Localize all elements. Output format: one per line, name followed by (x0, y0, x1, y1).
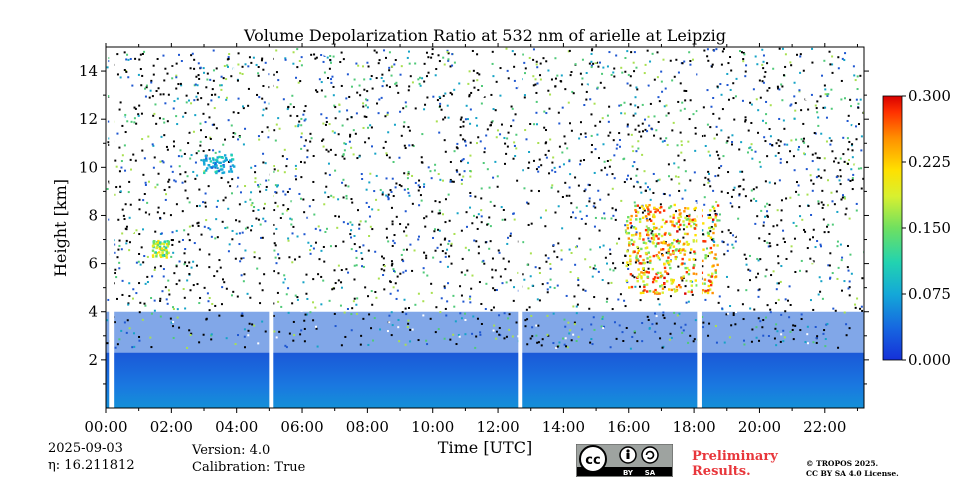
x-tick-label: 06:00 (280, 418, 323, 436)
feature-boundary-layer (106, 311, 864, 408)
x-tick-label: 12:00 (476, 418, 519, 436)
sa-text: SA (645, 469, 656, 477)
cc-text: cc (585, 453, 600, 468)
x-tick-label: 10:00 (411, 418, 454, 436)
colorbar-tick-label: 0.225 (908, 153, 951, 171)
y-axis: 2 4 6 8 10 12 14 (79, 62, 869, 385)
colorbar-ticks: 0.000 0.075 0.150 0.225 0.300 (902, 87, 951, 369)
version-text: Version: 4.0 (192, 443, 271, 458)
metadata-left: 2025-09-03 η: 16.211812 (48, 440, 135, 474)
feature-aerosol-layer (151, 239, 171, 259)
preliminary-line2: Results. (692, 464, 751, 479)
y-axis-label: Height [km] (51, 179, 70, 277)
feature-high-cloud (625, 203, 720, 295)
colorbar-tick-label: 0.000 (908, 351, 951, 369)
copyright-line1: © TROPOS 2025. (806, 459, 879, 468)
x-tick-label: 18:00 (672, 418, 715, 436)
x-tick-label: 22:00 (803, 418, 846, 436)
x-axis: 00:00 02:00 04:00 06:00 08:00 10:00 12:00 14:00… (84, 43, 858, 436)
chart-title: Volume Depolarization Ratio at 532 nm of… (243, 26, 726, 45)
x-tick-label: 20:00 (738, 418, 781, 436)
y-tick-label: 2 (88, 351, 98, 369)
calibration-text: Calibration: True (192, 460, 306, 475)
copyright-note: © TROPOS 2025. CC BY SA 4.0 License. (806, 459, 899, 479)
data-gap (109, 47, 115, 408)
by-text: BY (623, 469, 634, 477)
data-gap (269, 47, 274, 408)
colorbar (882, 95, 903, 361)
y-tick-label: 12 (79, 110, 98, 128)
cc-license-badge: cc BY SA (576, 444, 673, 477)
y-tick-label: 4 (88, 303, 98, 321)
eta-text: η: 16.211812 (48, 458, 135, 473)
colorbar-tick-label: 0.150 (908, 219, 951, 237)
colorbar-tick-label: 0.300 (908, 87, 951, 105)
plot-frame (105, 46, 865, 409)
x-tick-label: 04:00 (215, 418, 258, 436)
y-tick-label: 14 (79, 62, 98, 80)
x-tick-label: 16:00 (607, 418, 650, 436)
x-tick-label: 14:00 (542, 418, 585, 436)
y-tick-label: 8 (88, 206, 98, 224)
colorbar-tick-label: 0.075 (908, 285, 951, 303)
plot-area (106, 47, 864, 408)
y-tick-label: 10 (79, 158, 98, 176)
data-gap (518, 47, 523, 408)
y-tick-label: 6 (88, 255, 98, 273)
x-axis-label: Time [UTC] (438, 438, 532, 457)
date-text: 2025-09-03 (48, 441, 123, 456)
x-tick-label: 02:00 (150, 418, 193, 436)
feature-thin-cirrus (202, 153, 236, 175)
x-tick-label: 00:00 (84, 418, 127, 436)
copyright-line2: CC BY SA 4.0 License. (806, 469, 899, 478)
preliminary-results: Preliminary Results. (692, 449, 778, 479)
data-gap (697, 47, 702, 408)
preliminary-line1: Preliminary (692, 449, 778, 464)
data-gaps (109, 47, 702, 408)
x-tick-label: 08:00 (346, 418, 389, 436)
heatmap-layer (106, 47, 864, 408)
cc-icon (579, 445, 607, 473)
sa-icon (641, 446, 659, 464)
metadata-right: Version: 4.0 Calibration: True (192, 442, 305, 476)
